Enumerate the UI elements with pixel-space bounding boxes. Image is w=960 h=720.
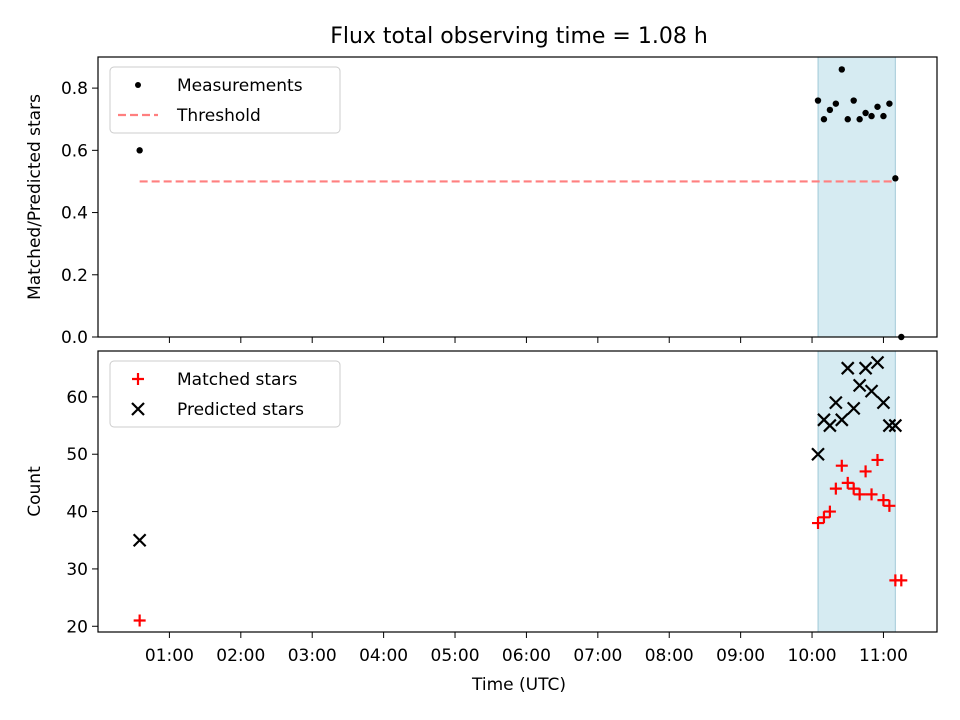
predicted-star-point [132, 533, 147, 548]
measurement-point [850, 97, 857, 104]
legend-label: Matched stars [177, 370, 297, 390]
matched-star-point [829, 482, 842, 495]
x-tick-label: 09:00 [716, 646, 765, 666]
measurement-point [832, 100, 840, 107]
y-tick-label: 40 [66, 503, 88, 523]
legend-box [109, 66, 341, 134]
shaded-interval [817, 350, 896, 633]
legend-swatch [132, 373, 144, 385]
predicted-star-point [888, 418, 903, 433]
y-tick-label: 0.0 [61, 328, 88, 348]
y-tick-label: 60 [66, 388, 88, 408]
measurement-point [814, 97, 822, 104]
legend-label: Predicted stars [177, 400, 304, 420]
predicted-star-point [840, 361, 855, 375]
measurement-point [136, 147, 143, 154]
measurement-point [880, 112, 887, 120]
matched-star-point [835, 459, 848, 472]
measurement-point [862, 109, 869, 117]
measurement-point [856, 116, 863, 123]
shaded-interval [817, 56, 896, 338]
predicted-star-point [876, 395, 891, 410]
matched-star-point [847, 482, 860, 495]
legend-label: Threshold [176, 106, 261, 126]
predicted-star-point [864, 384, 879, 398]
x-tick-label: 04:00 [359, 646, 408, 666]
measurement-point [844, 116, 851, 123]
x-tick-label: 10:00 [788, 646, 837, 666]
chart-title: Flux total observing time = 1.08 h [330, 24, 708, 49]
measurement-point [886, 100, 893, 107]
predicted-star-point [870, 355, 885, 370]
y-tick-label: 0.8 [61, 79, 88, 99]
y-tick-label: 30 [66, 560, 88, 580]
y-tick-label: 0.4 [61, 204, 88, 224]
predicted-star-point [829, 395, 843, 410]
y-tick-label: 0.6 [61, 141, 88, 161]
matched-star-point [877, 494, 890, 507]
predicted-star-point [835, 413, 849, 427]
axes-frame [97, 350, 938, 633]
x-tick-label: 05:00 [431, 646, 480, 666]
x-tick-label: 02:00 [216, 646, 265, 666]
measurement-point [838, 66, 845, 73]
legend-box [109, 360, 341, 428]
matched-star-point [811, 517, 824, 530]
matched-star-point [865, 488, 878, 501]
matched-star-point [853, 488, 866, 501]
measurement-point [826, 106, 834, 114]
matched-star-point [841, 476, 854, 489]
matched-star-point [817, 511, 830, 524]
x-tick-label: 11:00 [859, 646, 908, 666]
matched-star-point [895, 574, 908, 587]
matched-star-point [823, 505, 836, 518]
x-tick-label: 08:00 [645, 646, 694, 666]
y-tick-label: 50 [66, 445, 88, 465]
predicted-star-point [852, 378, 867, 393]
predicted-star-point [846, 401, 861, 416]
legend-swatch [131, 402, 145, 416]
predicted-star-point [823, 418, 837, 433]
y-axis-label: Count [25, 466, 45, 517]
matched-star-point [133, 614, 146, 627]
y-axis-label: Matched/Predicted stars [25, 94, 45, 300]
matched-star-point [883, 499, 896, 512]
top-panel: 0.0 0.2 0.4 0.6 0.8 Matched/Predicted stars Me… [25, 56, 938, 348]
y-tick-label: 20 [66, 617, 88, 637]
measurement-point [820, 116, 828, 123]
y-tick-label: 0.2 [61, 266, 88, 286]
measurement-point [892, 175, 899, 182]
matched-star-point [871, 453, 884, 466]
measurement-point [868, 112, 875, 120]
legend-label: Measurements [177, 76, 303, 96]
matched-star-point [859, 465, 872, 478]
x-tick-label: 06:00 [502, 646, 551, 666]
x-tick-label: 07:00 [573, 646, 622, 666]
axes-frame [97, 56, 938, 338]
legend-swatch [135, 82, 141, 88]
predicted-star-point [858, 361, 873, 375]
measurement-point [874, 103, 881, 110]
predicted-star-point [811, 447, 825, 462]
bottom-panel: 20 30 40 50 60 01:00 02:00 03:00 04:00 05:00 06:00… [25, 350, 938, 666]
x-axis-label: Time (UTC) [471, 675, 566, 695]
predicted-star-point [882, 418, 897, 433]
x-tick-label: 01:00 [145, 646, 194, 666]
x-tick-label: 03:00 [288, 646, 337, 666]
